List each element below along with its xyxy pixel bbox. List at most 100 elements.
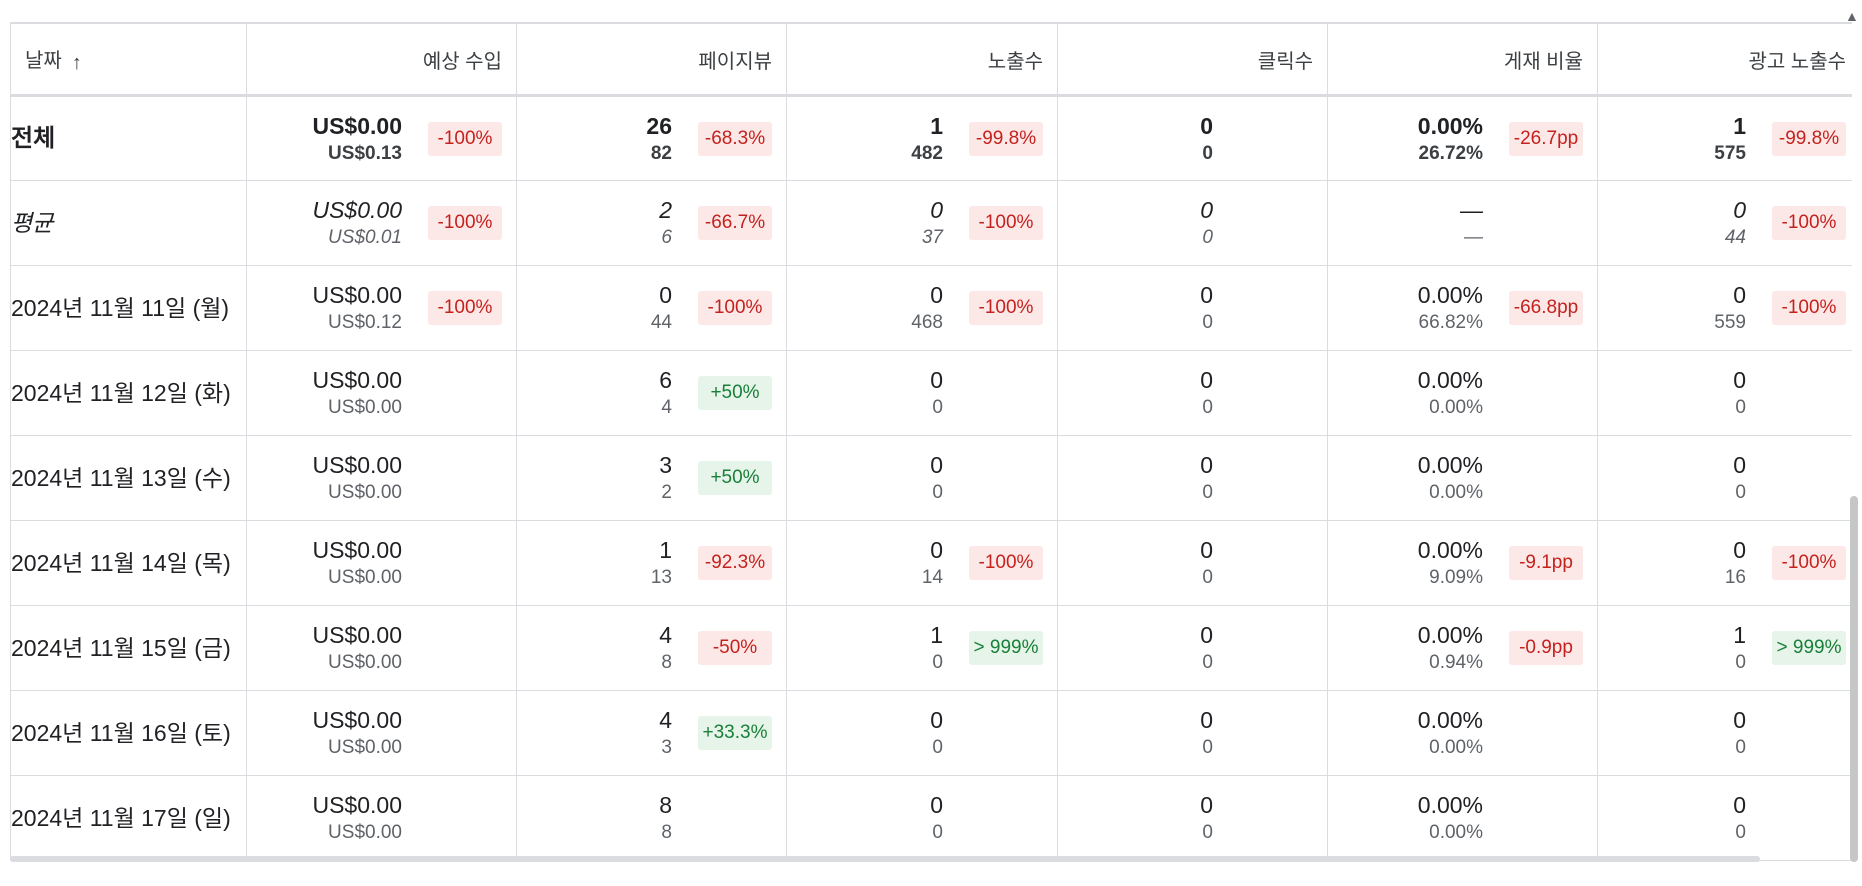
cell-content: US$0.00 US$0.00 [247, 620, 516, 676]
comparison-value: 0 [1735, 397, 1746, 418]
cell-content: 0 14 -100% [787, 535, 1057, 591]
cell-content: US$0.00 US$0.00 [247, 705, 516, 761]
cell-content: 0.00% 0.94% -0.9pp [1328, 620, 1597, 676]
change-badge-empty [428, 801, 502, 835]
current-value: 0 [1733, 452, 1746, 478]
comparison-value: 0 [1202, 822, 1213, 843]
cell-content: 4 8 -50% [517, 620, 786, 676]
comparison-value: 3 [661, 737, 672, 758]
date-cell: 2024년 11월 16일 (토) [10, 690, 247, 776]
comparison-value: US$0.00 [328, 737, 402, 758]
change-badge-empty [698, 801, 772, 835]
cell-content: 3 2 +50% [517, 450, 786, 506]
table-row: 2024년 11월 16일 (토) US$0.00 US$0.00 4 3 +33.3% 0… [10, 690, 1852, 776]
column-header-clicks[interactable]: 클릭수 [1057, 23, 1328, 97]
change-badge: -100% [1772, 291, 1846, 325]
column-header-impressions[interactable]: 노출수 [786, 23, 1058, 97]
arrow-up-icon[interactable]: ↑ [71, 51, 82, 74]
table-row: 2024년 11월 11일 (월) US$0.00 US$0.12 -100% 0 44-… [10, 265, 1852, 351]
cell-values: US$0.00 US$0.00 [312, 620, 402, 676]
current-value: 26 [646, 112, 672, 139]
ad-impressions-cell: 1 575 -99.8% [1597, 95, 1852, 181]
current-value: 1 [930, 112, 943, 139]
comparison-value: 4 [661, 397, 672, 418]
cell-content: 1 482 -99.8% [787, 111, 1057, 167]
cell-content: 0.00% 66.82% -66.8pp [1328, 280, 1597, 336]
change-badge-empty [1239, 206, 1313, 240]
horizontal-scrollbar[interactable] [10, 856, 1760, 862]
change-badge: -100% [698, 291, 772, 325]
cell-values: 0 44 [651, 280, 672, 336]
coverage-cell: — — [1327, 180, 1598, 266]
coverage-cell: 0.00% 0.94% -0.9pp [1327, 605, 1598, 691]
comparison-value: 13 [650, 567, 672, 588]
column-header-ad-impressions[interactable]: 광고 노출수 [1597, 23, 1852, 97]
comparison-value: 26.72% [1418, 142, 1483, 164]
column-header-date[interactable]: 날짜 ↑ [10, 23, 247, 97]
coverage-cell: 0.00% 0.00% [1327, 775, 1598, 861]
change-badge: -68.3% [698, 121, 772, 156]
comparison-value: 44 [1724, 227, 1746, 248]
scroll-up-arrow-icon[interactable]: ▲ [1845, 8, 1859, 24]
cell-values: 1 13 [651, 535, 672, 591]
change-badge-empty [428, 546, 502, 580]
table-row-total: 전체 US$0.00 US$0.13 -100% 26 82 -68.3% 1 482 -99.8… [10, 95, 1852, 181]
comparison-value: US$0.00 [328, 482, 402, 503]
cell-values: 26 82 [646, 111, 672, 167]
change-badge: -100% [428, 206, 502, 240]
current-value: 0 [1733, 537, 1746, 563]
change-badge: -100% [1772, 206, 1846, 240]
cell-values: 0.00% 9.09% [1418, 535, 1483, 591]
vertical-scrollbar[interactable] [1850, 496, 1858, 862]
table-row: 2024년 11월 13일 (수) US$0.00 US$0.00 3 2 +50% 0 0 0… [10, 435, 1852, 521]
comparison-value: 0.00% [1429, 482, 1483, 503]
comparison-value: 9.09% [1429, 567, 1483, 588]
current-value: 4 [659, 707, 672, 733]
header-row: 날짜 ↑ 예상 수입 페이지뷰 노출수 클릭수 게재 비율 광고 노출수 [10, 23, 1852, 97]
column-header-revenue[interactable]: 예상 수입 [246, 23, 517, 97]
comparison-value: 468 [911, 312, 943, 333]
cell-content: 0 44 -100% [517, 280, 786, 336]
column-header-coverage[interactable]: 게재 비율 [1327, 23, 1598, 97]
cell-content: 4 3 +33.3% [517, 705, 786, 761]
comparison-value: 0 [1202, 652, 1213, 673]
comparison-value: 0 [932, 397, 943, 418]
report-table-container[interactable]: 날짜 ↑ 예상 수입 페이지뷰 노출수 클릭수 게재 비율 광고 노출수 전체 US… [10, 22, 1852, 863]
column-header-label: 날짜 [25, 49, 62, 72]
current-value: 0.00% [1417, 452, 1483, 478]
change-badge: -100% [969, 206, 1043, 240]
change-badge: -100% [1772, 546, 1846, 580]
cell-content: US$0.00 US$0.00 [247, 535, 516, 591]
current-value: US$0.00 [312, 197, 402, 223]
current-value: 0 [930, 197, 943, 223]
change-badge-empty [1239, 546, 1313, 580]
current-value: 1 [659, 537, 672, 563]
date-cell: 2024년 11월 17일 (일) [10, 775, 247, 861]
comparison-value: 6 [661, 227, 672, 248]
comparison-value: US$0.13 [328, 142, 402, 164]
pageviews-cell: 0 44 -100% [516, 265, 787, 351]
revenue-cell: US$0.00 US$0.12 -100% [246, 265, 517, 351]
column-header-pageviews[interactable]: 페이지뷰 [516, 23, 787, 97]
comparison-value: US$0.00 [328, 567, 402, 588]
current-value: 4 [659, 622, 672, 648]
revenue-cell: US$0.00 US$0.00 [246, 435, 517, 521]
comparison-value: 559 [1714, 312, 1746, 333]
cell-content: US$0.00 US$0.00 [247, 790, 516, 846]
